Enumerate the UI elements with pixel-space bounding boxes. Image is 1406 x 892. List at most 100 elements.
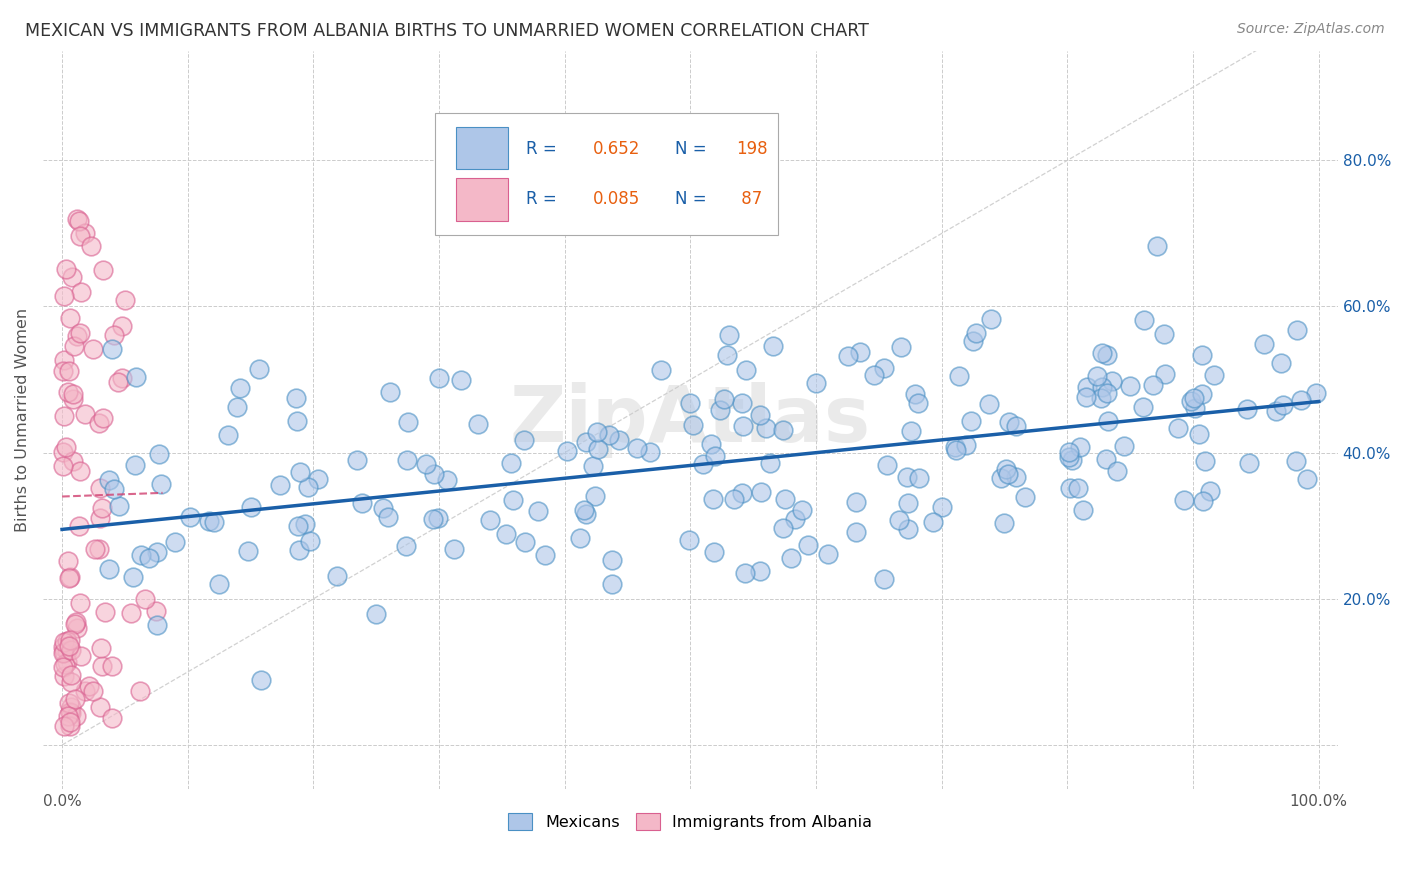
Point	[58, 696, 80, 710]
Point	[723, 492, 745, 507]
Point	[58, 571, 80, 585]
Point	[148, 447, 170, 461]
Point	[1059, 481, 1081, 495]
Point	[572, 502, 595, 516]
Point	[103, 482, 125, 496]
Text: 87: 87	[735, 191, 762, 209]
Point	[217, 428, 239, 442]
Point	[56, 634, 79, 648]
Point	[70, 285, 93, 299]
Text: 0.652: 0.652	[593, 140, 641, 158]
Point	[120, 607, 142, 621]
Point	[502, 493, 524, 508]
Point	[900, 424, 922, 438]
Point	[873, 572, 896, 586]
Point	[527, 504, 550, 518]
Point	[1057, 450, 1080, 465]
Point	[165, 534, 187, 549]
Point	[755, 421, 778, 435]
Point	[66, 621, 89, 635]
Text: N =: N =	[675, 140, 711, 158]
Point	[298, 534, 321, 549]
Point	[53, 657, 76, 671]
Point	[568, 532, 591, 546]
Point	[997, 416, 1019, 430]
Point	[250, 673, 273, 687]
Point	[730, 486, 752, 500]
Point	[845, 495, 868, 509]
Point	[1101, 374, 1123, 388]
Point	[772, 521, 794, 535]
Point	[247, 362, 270, 376]
Point	[53, 409, 76, 423]
Point	[1142, 378, 1164, 392]
Point	[513, 433, 536, 447]
Text: R =: R =	[526, 140, 562, 158]
Point	[52, 645, 75, 659]
Point	[269, 478, 291, 492]
Point	[107, 375, 129, 389]
Point	[1095, 385, 1118, 400]
Point	[1239, 456, 1261, 470]
Point	[980, 312, 1002, 326]
Point	[1167, 420, 1189, 434]
Point	[994, 462, 1017, 476]
Point	[198, 514, 221, 528]
Point	[582, 458, 605, 473]
Point	[959, 414, 981, 428]
Point	[52, 363, 75, 377]
Point	[146, 617, 169, 632]
Point	[59, 714, 82, 729]
Point	[598, 427, 620, 442]
Point	[89, 699, 111, 714]
Point	[288, 465, 311, 479]
Point	[90, 659, 112, 673]
Point	[1132, 400, 1154, 414]
Point	[53, 669, 76, 683]
Point	[1105, 465, 1128, 479]
Point	[735, 363, 758, 377]
Point	[1091, 345, 1114, 359]
Point	[1095, 348, 1118, 362]
Point	[62, 392, 84, 406]
Point	[89, 541, 111, 556]
Point	[783, 512, 806, 526]
Point	[948, 369, 970, 384]
Point	[993, 516, 1015, 530]
FancyBboxPatch shape	[436, 113, 779, 235]
Point	[398, 415, 420, 429]
Point	[101, 711, 124, 725]
Point	[325, 569, 347, 583]
Point	[863, 368, 886, 383]
Point	[872, 361, 894, 376]
Point	[759, 457, 782, 471]
Point	[896, 469, 918, 483]
Point	[780, 551, 803, 566]
Text: 0.085: 0.085	[593, 191, 641, 209]
Point	[65, 615, 87, 629]
Point	[65, 709, 87, 723]
Point	[111, 370, 134, 384]
Point	[700, 436, 723, 450]
Point	[66, 329, 89, 343]
Point	[772, 423, 794, 437]
Point	[897, 522, 920, 536]
Point	[82, 683, 104, 698]
Point	[395, 539, 418, 553]
Point	[373, 501, 395, 516]
Point	[733, 419, 755, 434]
Point	[377, 510, 399, 524]
Point	[69, 596, 91, 610]
Point	[1173, 492, 1195, 507]
Point	[52, 719, 75, 733]
Point	[69, 464, 91, 478]
Point	[59, 706, 82, 720]
Point	[79, 679, 101, 693]
Point	[997, 467, 1019, 481]
Point	[67, 519, 90, 533]
Point	[716, 348, 738, 362]
Point	[75, 407, 97, 421]
Point	[1180, 394, 1202, 409]
Point	[748, 564, 770, 578]
Point	[479, 513, 502, 527]
